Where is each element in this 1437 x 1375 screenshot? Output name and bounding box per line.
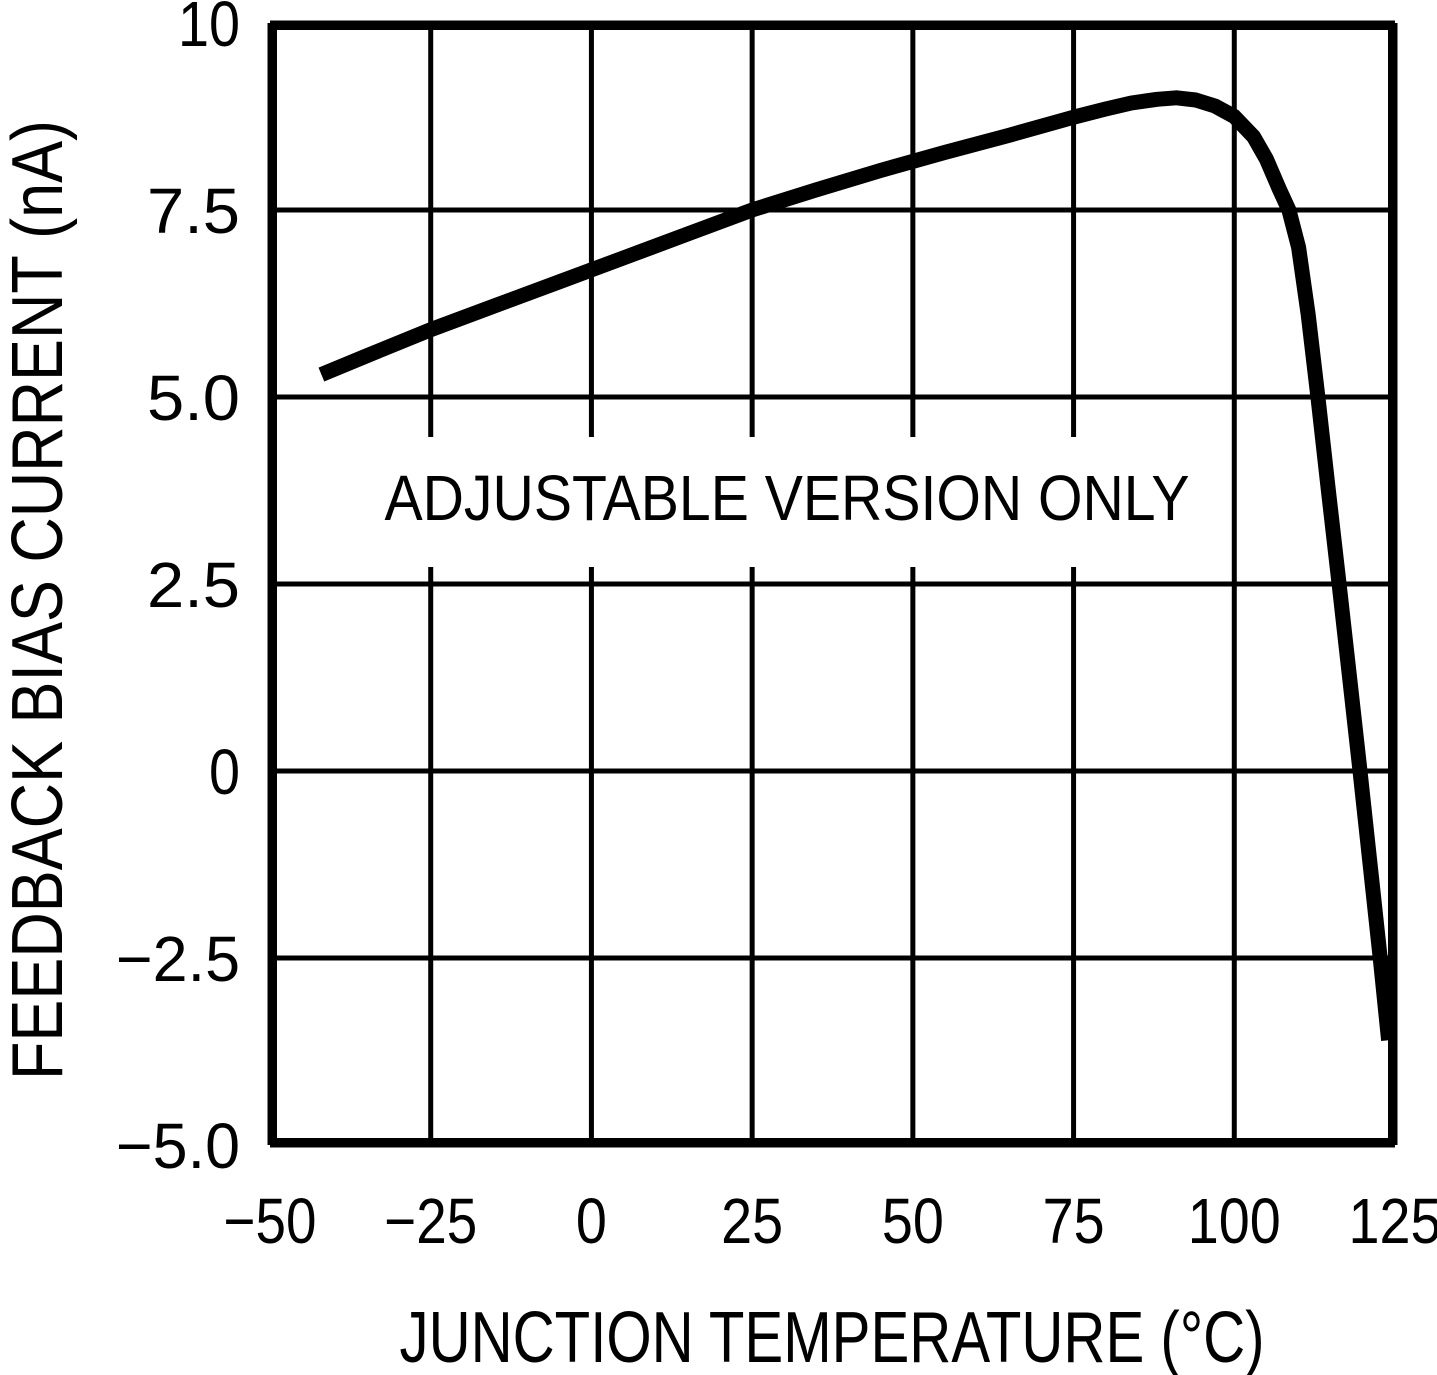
y-tick-label: 0 xyxy=(209,736,240,808)
plot-frame xyxy=(270,23,1395,1145)
x-tick-label: 50 xyxy=(882,1185,944,1257)
y-tick-label: 5.0 xyxy=(147,362,240,434)
data-series-line xyxy=(318,90,1397,1042)
x-axis-tick-labels: −50 −25 0 25 50 75 100 125 xyxy=(224,1185,1437,1257)
x-tick-label: 25 xyxy=(721,1185,783,1257)
y-tick-label: 10 xyxy=(178,0,240,60)
annotation-label: ADJUSTABLE VERSION ONLY xyxy=(385,462,1190,534)
annotation-background xyxy=(360,437,1215,567)
x-tick-label: −50 xyxy=(224,1185,317,1257)
y-tick-label: 7.5 xyxy=(147,175,240,247)
grid-layer xyxy=(267,20,1398,1148)
y-axis-tick-labels: −5.0 −2.5 0 2.5 5.0 7.5 10 xyxy=(116,0,240,1182)
y-tick-label: −5.0 xyxy=(116,1110,240,1182)
x-tick-label: 0 xyxy=(576,1185,607,1257)
y-tick-label: 2.5 xyxy=(147,549,240,621)
x-tick-label: 125 xyxy=(1349,1185,1437,1257)
annotation-layer: ADJUSTABLE VERSION ONLY xyxy=(360,437,1215,567)
x-tick-label: 100 xyxy=(1188,1185,1281,1257)
y-axis-title: FEEDBACK BIAS CURRENT (nA) xyxy=(0,120,78,1080)
x-axis-title: JUNCTION TEMPERATURE (°C) xyxy=(400,1298,1265,1375)
x-tick-label: −25 xyxy=(384,1185,477,1257)
y-tick-label: −2.5 xyxy=(116,923,240,995)
x-tick-label: 75 xyxy=(1043,1185,1105,1257)
